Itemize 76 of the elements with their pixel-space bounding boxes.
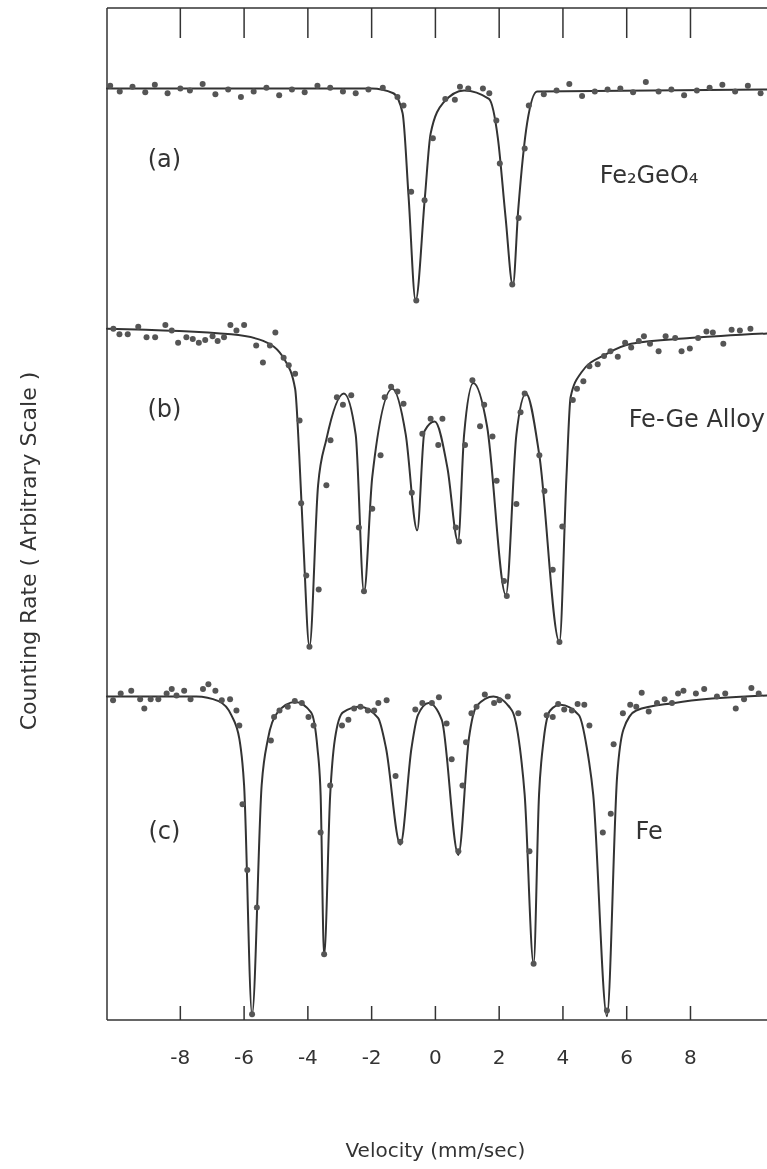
point bbox=[429, 135, 436, 142]
x-tick-label: 2 bbox=[492, 1045, 506, 1069]
annotation: Fe bbox=[635, 817, 663, 846]
point bbox=[591, 88, 598, 95]
x-tick-label: 4 bbox=[556, 1045, 570, 1069]
point bbox=[413, 297, 420, 304]
x-tick-label: 8 bbox=[684, 1045, 697, 1069]
point bbox=[164, 90, 171, 97]
point bbox=[566, 80, 573, 87]
x-tick-label: -2 bbox=[361, 1045, 382, 1069]
point bbox=[744, 82, 751, 89]
point bbox=[276, 92, 283, 99]
point bbox=[493, 117, 500, 124]
point bbox=[496, 160, 503, 167]
point bbox=[486, 90, 493, 97]
annotation: (a) bbox=[147, 144, 182, 173]
point bbox=[442, 95, 449, 102]
annotation: (c) bbox=[148, 817, 181, 846]
point bbox=[288, 86, 295, 93]
x-axis-title: Velocity (mm/sec) bbox=[345, 1138, 526, 1162]
point bbox=[327, 84, 334, 91]
point bbox=[186, 87, 193, 94]
point bbox=[225, 86, 232, 93]
x-tick-label: 6 bbox=[620, 1045, 634, 1069]
point bbox=[116, 88, 123, 95]
point bbox=[199, 80, 206, 87]
y-axis-title: Counting Rate ( Arbitrary Scale ) bbox=[16, 371, 41, 731]
point bbox=[732, 88, 739, 95]
point bbox=[263, 84, 270, 91]
point bbox=[151, 81, 158, 88]
point bbox=[509, 281, 516, 288]
point bbox=[301, 89, 308, 96]
point bbox=[212, 91, 219, 98]
point bbox=[314, 82, 321, 89]
point bbox=[129, 83, 136, 90]
point bbox=[250, 88, 257, 95]
point bbox=[693, 87, 700, 94]
point bbox=[456, 83, 463, 90]
point bbox=[394, 94, 401, 101]
point bbox=[630, 89, 637, 96]
point bbox=[421, 197, 428, 204]
point bbox=[719, 81, 726, 88]
point bbox=[540, 91, 547, 98]
point bbox=[400, 102, 407, 109]
point bbox=[668, 86, 675, 93]
point bbox=[579, 93, 586, 100]
point bbox=[553, 87, 560, 94]
point bbox=[515, 215, 522, 222]
point bbox=[642, 79, 649, 85]
point bbox=[352, 90, 359, 97]
point bbox=[479, 85, 486, 92]
point bbox=[706, 84, 713, 91]
point bbox=[617, 85, 624, 92]
x-tick-label: -8 bbox=[170, 1045, 191, 1069]
annotation: (b) bbox=[147, 395, 182, 424]
point bbox=[521, 145, 528, 152]
x-tick-label: -6 bbox=[234, 1045, 255, 1069]
annotation: Fe₂GeO₄ bbox=[599, 160, 699, 189]
x-tick-label: -4 bbox=[297, 1045, 318, 1069]
x-tick-label: 0 bbox=[429, 1045, 442, 1069]
point bbox=[177, 85, 184, 92]
point bbox=[757, 90, 764, 97]
point bbox=[142, 89, 149, 96]
point bbox=[237, 94, 244, 101]
point bbox=[408, 188, 415, 195]
point bbox=[451, 96, 458, 103]
point bbox=[107, 82, 114, 89]
point bbox=[339, 88, 346, 95]
point bbox=[379, 84, 386, 91]
point bbox=[604, 86, 611, 93]
point bbox=[681, 92, 688, 99]
annotation: Fe-Ge Alloy bbox=[628, 404, 766, 433]
point bbox=[655, 88, 662, 95]
point bbox=[365, 86, 372, 93]
point bbox=[465, 85, 472, 92]
point bbox=[525, 102, 532, 109]
